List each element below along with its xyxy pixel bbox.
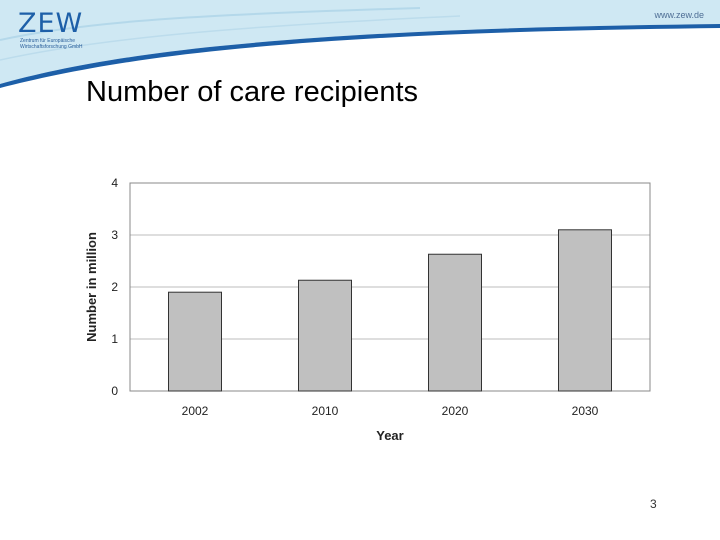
x-axis-label: Year (376, 428, 403, 443)
y-tick-label: 0 (111, 384, 118, 398)
y-tick-label: 3 (111, 228, 118, 242)
logo-subtitle-line1: Zentrum für Europäische (20, 38, 76, 44)
bar-2020 (428, 253, 482, 392)
header-wave-graphic (0, 0, 720, 88)
bar-2002 (168, 291, 222, 392)
bar-2010 (298, 279, 352, 392)
zew-logo: ZEW (18, 8, 84, 39)
y-axis-label: Number in million (84, 232, 99, 342)
slide-header: ZEW Zentrum für Europäische Wirtschaftsf… (0, 0, 720, 90)
bar-2030 (558, 229, 612, 392)
y-tick-label: 2 (111, 280, 118, 294)
y-tick-labels: 0 1 2 3 4 (111, 176, 118, 398)
x-tick-labels: 2002 2010 2020 2030 (182, 404, 599, 418)
x-tick-label: 2020 (442, 404, 469, 418)
x-tick-label: 2030 (572, 404, 599, 418)
site-url: www.zew.de (654, 10, 704, 20)
x-tick-label: 2010 (312, 404, 339, 418)
slide-title: Number of care recipients (86, 76, 419, 108)
page-number: 3 (650, 497, 657, 511)
y-tick-label: 4 (111, 176, 118, 190)
logo-subtitle-line2: Wirtschaftsforschung GmbH (20, 44, 83, 50)
x-tick-label: 2002 (182, 404, 209, 418)
chart-bars (168, 229, 612, 392)
y-tick-label: 1 (111, 332, 118, 346)
plot-frame (129, 182, 651, 392)
